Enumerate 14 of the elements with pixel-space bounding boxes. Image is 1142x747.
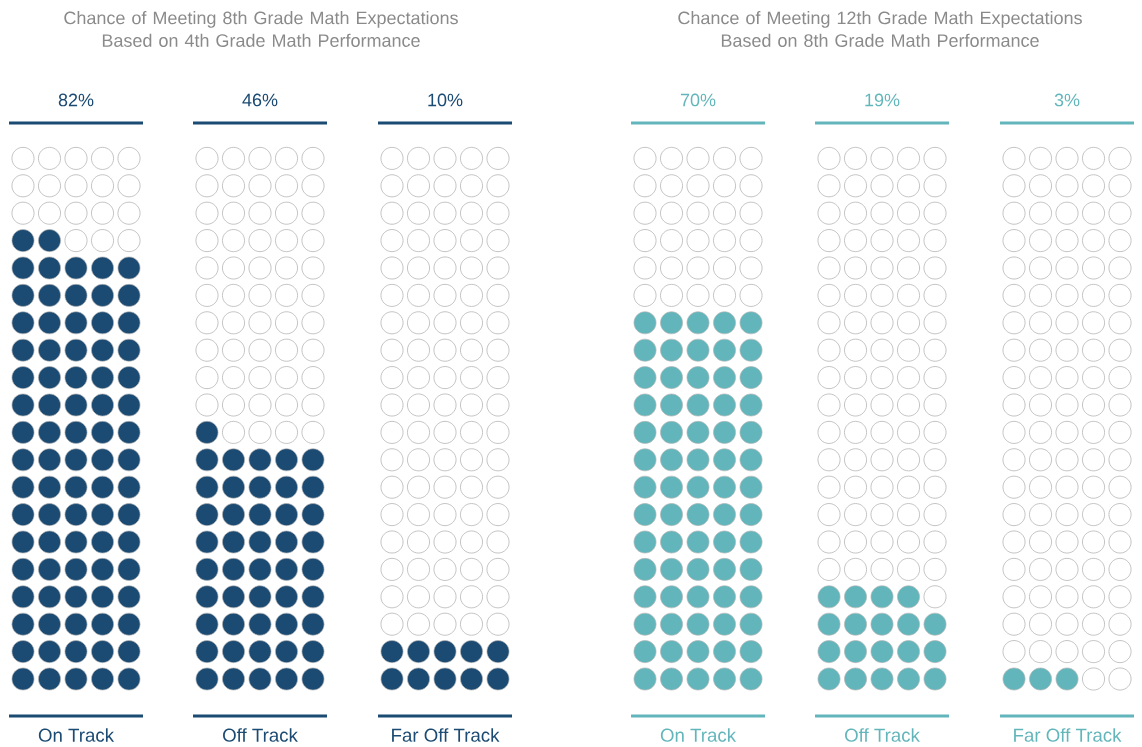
category-label: On Track [660,728,737,742]
data-label: 10% [428,93,463,107]
data-label: 82% [58,93,94,107]
text: Chance of Meeting 12th Grade Math Expectations Based on 8th Grade Math Performance [678,11,1082,47]
category-label: Off Track [845,728,920,742]
category-label: Off Track [223,728,298,742]
data-label: 46% [242,93,278,107]
category-label: Far Off Track [1014,728,1122,742]
text: Chance of Meeting 8th Grade Math Expectations Based on 4th Grade Math Performance [64,11,458,47]
data-label: 19% [865,93,900,107]
category-label: Far Off Track [392,728,500,742]
category-label: On Track [38,728,115,742]
data-label: 70% [680,93,716,107]
data-label: 3% [1054,93,1080,107]
